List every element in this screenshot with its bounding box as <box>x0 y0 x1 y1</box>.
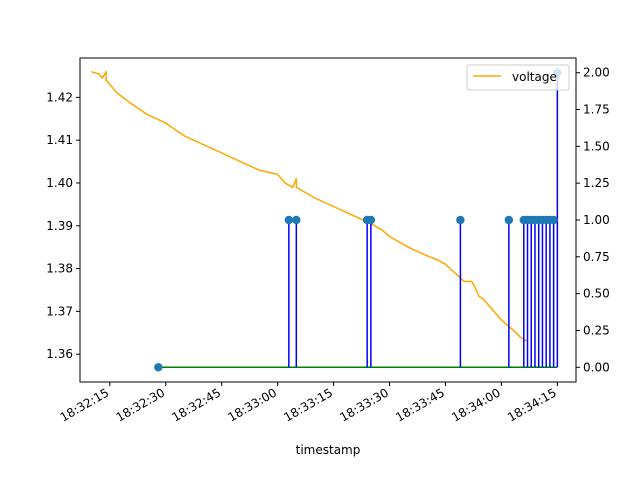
stem-marker-4 <box>366 215 376 225</box>
y-left-tick-label-5: 1.41 <box>46 133 73 147</box>
y-right-tick-label-8: 2.00 <box>583 66 610 80</box>
plot-area <box>90 68 562 372</box>
series-voltage-line <box>90 70 528 342</box>
y-left-tick-label-1: 1.37 <box>46 304 73 318</box>
stem-marker-6 <box>504 215 514 225</box>
y-right-tick-label-1: 0.25 <box>583 323 610 337</box>
y-left-tick-label-3: 1.39 <box>46 219 73 233</box>
stem-marker-2 <box>292 215 301 225</box>
y-right-tick-label-0: 0.00 <box>583 360 610 374</box>
legend: voltage <box>466 64 570 91</box>
legend-box <box>466 64 570 91</box>
stem-marker-0 <box>154 363 163 372</box>
y-axis-left: 1.36 1.37 1.38 1.39 1.40 1.41 1.42 <box>46 90 80 361</box>
y-left-tick-label-2: 1.38 <box>46 262 73 276</box>
y-right-tick-label-2: 0.50 <box>583 287 610 301</box>
y-right-tick-label-4: 1.00 <box>583 213 610 227</box>
y-left-tick-label-0: 1.36 <box>46 347 73 361</box>
stem-marker-1 <box>284 215 294 225</box>
stem-marker-5 <box>456 215 465 225</box>
y-left-tick-label-6: 1.42 <box>46 90 73 104</box>
stem-marker-15 <box>549 215 558 225</box>
y-right-tick-label-5: 1.25 <box>583 176 610 190</box>
y-right-tick-label-6: 1.50 <box>583 139 610 153</box>
y-left-tick-label-4: 1.40 <box>46 176 73 190</box>
x-axis-title: timestamp <box>296 443 361 457</box>
y-axis-right: 0.00 0.25 0.50 0.75 1.00 1.25 1.50 1.75 2.00 <box>576 66 610 374</box>
legend-label-voltage: voltage <box>512 70 557 84</box>
y-right-tick-label-7: 1.75 <box>583 103 610 117</box>
y-right-tick-label-3: 0.75 <box>583 250 610 264</box>
